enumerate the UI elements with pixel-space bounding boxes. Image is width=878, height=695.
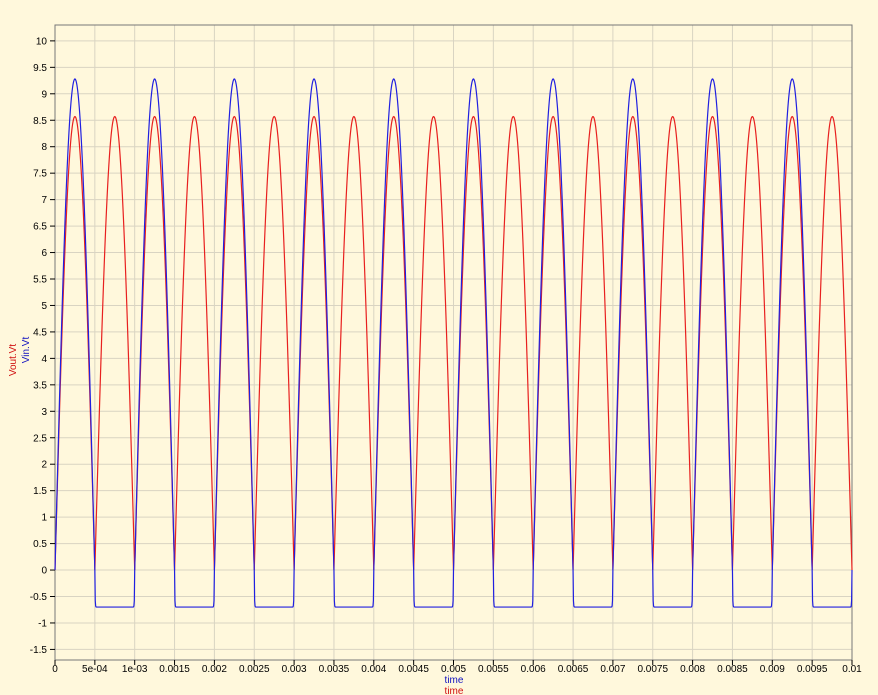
x-tick-label: 0.007 [600, 664, 625, 675]
x-tick-label: 0.004 [361, 664, 386, 675]
x-tick-label: 0.0025 [239, 664, 270, 675]
y-axis-label-vin: Vin.Vt [21, 337, 32, 364]
x-tick-label: 0 [52, 664, 58, 675]
x-tick-label: 1e-03 [122, 664, 148, 675]
series-line-vin [54, 78, 853, 608]
y-tick-label: 1 [41, 513, 47, 524]
y-tick-label: 10 [36, 36, 48, 47]
y-tick-label: 1.5 [33, 486, 47, 497]
y-tick-label: 4 [41, 354, 47, 365]
y-tick-label: -0.5 [30, 592, 48, 603]
x-tick-label: 0.0045 [398, 664, 429, 675]
y-tick-label: 0.5 [33, 539, 47, 550]
y-tick-label: 8.5 [33, 116, 47, 127]
y-tick-label: 6.5 [33, 222, 47, 233]
y-axis-ticks: -1.5 -1 -0.5 0 0.5 1 1.5 2 2.5 3 3.5 4 4.5 5 5.5 6 6.5 7 7… [30, 36, 55, 656]
y-tick-label: 5 [41, 301, 47, 312]
x-axis-label-secondary: time [445, 686, 464, 695]
y-tick-label: 2 [41, 460, 47, 471]
x-tick-label: 5e-04 [82, 664, 108, 675]
x-tick-label: 0.005 [441, 664, 466, 675]
x-tick-label: 0.0055 [478, 664, 509, 675]
y-tick-label: 3.5 [33, 380, 47, 391]
series-layer [54, 78, 853, 608]
y-tick-label: 2.5 [33, 433, 47, 444]
y-tick-label: -1.5 [30, 645, 48, 656]
x-tick-label: 0.003 [282, 664, 307, 675]
y-tick-label: 0 [41, 566, 47, 577]
x-tick-label: 0.0075 [637, 664, 668, 675]
x-tick-label: 0.01 [842, 664, 862, 675]
x-tick-label: 0.0085 [717, 664, 748, 675]
x-axis-ticks: 0 5e-04 1e-03 0.0015 0.002 0.0025 0.003 0.0035 0… [52, 660, 862, 675]
y-tick-label: 7.5 [33, 169, 47, 180]
x-tick-label: 0.0065 [558, 664, 589, 675]
x-tick-label: 0.0035 [319, 664, 350, 675]
y-tick-label: 3 [41, 407, 47, 418]
y-tick-label: 5.5 [33, 275, 47, 286]
x-tick-label: 0.009 [760, 664, 785, 675]
x-tick-label: 0.006 [521, 664, 546, 675]
y-tick-label: 9 [41, 89, 47, 100]
y-tick-label: 6 [41, 248, 47, 259]
x-tick-label: 0.0015 [159, 664, 190, 675]
y-tick-label: 4.5 [33, 327, 47, 338]
x-axis-label: time [445, 675, 464, 686]
y-tick-label: 7 [41, 195, 47, 206]
y-axis-label-vout: Vout.Vt [8, 344, 19, 376]
x-tick-label: 0.002 [202, 664, 227, 675]
y-tick-label: -1 [38, 618, 47, 629]
y-tick-label: 8 [41, 142, 47, 153]
x-tick-label: 0.008 [680, 664, 705, 675]
y-tick-label: 9.5 [33, 63, 47, 74]
x-tick-label: 0.0095 [797, 664, 828, 675]
